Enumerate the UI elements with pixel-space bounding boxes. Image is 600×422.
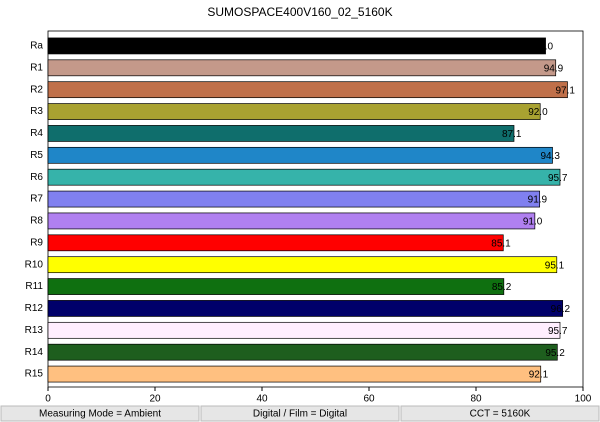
y-tick-label: R6: [30, 172, 43, 183]
y-tick-label: R10: [25, 259, 44, 270]
chart-title: SUMOSPACE400V160_02_5160K: [207, 5, 392, 19]
bar: [47, 103, 541, 120]
y-tick-label: R12: [25, 303, 44, 314]
y-tick-label: R13: [25, 325, 44, 336]
y-tick-label: R1: [30, 62, 43, 73]
x-tick-label: 100: [575, 394, 592, 405]
bar: [47, 212, 536, 230]
y-tick-label: R8: [30, 216, 43, 227]
bar: [47, 234, 504, 252]
y-tick-label: R5: [30, 150, 43, 161]
x-tick-label: 40: [256, 394, 268, 405]
value-label: 92.1: [529, 370, 549, 381]
x-tick-label: 80: [470, 394, 482, 405]
bar: [47, 278, 505, 295]
bar: [47, 190, 541, 208]
value-label: 95.2: [545, 348, 565, 359]
x-tick-label: 0: [45, 394, 51, 405]
footer-text: Digital / Film = Digital: [253, 409, 347, 420]
bar: [47, 59, 557, 77]
bar: [47, 300, 564, 317]
bar: [47, 81, 568, 99]
y-tick-label: Ra: [30, 41, 43, 52]
bar: [47, 343, 558, 361]
bar: [47, 125, 515, 142]
value-label: 97.1: [555, 85, 575, 96]
value-label: 85.2: [492, 282, 512, 293]
y-tick-label: R15: [25, 369, 44, 380]
y-tick-label: R3: [30, 106, 43, 117]
plot-frame: [47, 30, 584, 388]
bar: [47, 37, 546, 55]
y-tick-label: R7: [30, 194, 43, 205]
footer-text: Measuring Mode = Ambient: [39, 409, 161, 420]
bar: [47, 168, 561, 186]
value-label: 87.1: [502, 129, 522, 140]
bar: [47, 146, 553, 164]
y-tick-label: R9: [30, 237, 43, 248]
y-tick-label: R4: [30, 128, 43, 139]
value-label: 85.1: [491, 238, 511, 249]
value-label: 95.7: [548, 173, 568, 184]
value-label: 94.3: [541, 151, 561, 162]
bar: [47, 256, 558, 274]
value-label: 93.0: [534, 42, 554, 53]
y-tick-label: R2: [30, 84, 43, 95]
value-label: 91.0: [523, 217, 543, 228]
x-tick-label: 20: [149, 394, 161, 405]
value-label: 94.9: [544, 63, 564, 74]
value-label: 95.1: [545, 260, 565, 271]
footer-text: CCT = 5160K: [470, 409, 531, 420]
y-tick-label: R11: [25, 281, 43, 292]
bar: [47, 365, 542, 383]
value-label: 96.2: [551, 304, 571, 315]
x-tick-label: 60: [363, 394, 375, 405]
value-label: 95.7: [548, 326, 568, 337]
value-label: 92.0: [528, 107, 548, 118]
y-tick-label: R14: [25, 347, 44, 358]
footer-cell: [0, 405, 200, 422]
value-label: 91.9: [528, 195, 548, 206]
footer-cell: [400, 405, 600, 422]
footer-cell: [200, 405, 400, 422]
bar: [47, 321, 561, 339]
